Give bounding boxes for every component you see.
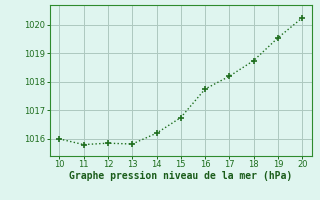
X-axis label: Graphe pression niveau de la mer (hPa): Graphe pression niveau de la mer (hPa)	[69, 171, 292, 181]
